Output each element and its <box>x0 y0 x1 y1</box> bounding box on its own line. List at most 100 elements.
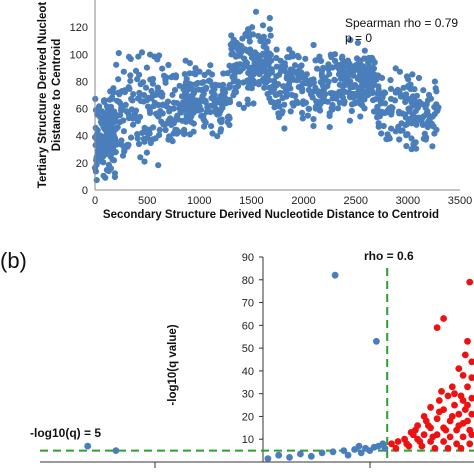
panel-a-point <box>193 102 201 109</box>
panel-a-point <box>395 123 402 130</box>
panel-a-point <box>306 80 313 87</box>
panel-b-point <box>373 337 380 345</box>
panel-b-point <box>455 365 463 372</box>
panel-a-point <box>205 69 212 76</box>
panel-b-y-tick-label: 50 <box>242 343 254 355</box>
panel-a-point <box>229 44 236 52</box>
panel-a-point <box>306 105 313 112</box>
panel-a-point <box>232 53 239 60</box>
panel-a-point <box>332 91 339 98</box>
panel-a-point <box>242 46 249 53</box>
panel-a-point <box>251 50 258 57</box>
panel-a-point <box>134 135 141 142</box>
panel-a-point <box>312 57 319 64</box>
panel-a-point <box>94 154 101 161</box>
panel-a-point <box>226 121 233 129</box>
panel-a-point <box>375 86 382 93</box>
panel-b-point <box>340 447 348 454</box>
panel-a-x-label: Secondary Structure Derived Nucleotide D… <box>103 209 439 221</box>
panel-a-point <box>406 105 413 112</box>
panel-b-point <box>468 374 474 382</box>
panel-b-point <box>468 431 474 439</box>
panel-a-point <box>348 101 356 108</box>
panel-a-point <box>422 136 429 143</box>
panel-a-point <box>149 80 156 87</box>
panel-a-point <box>273 54 280 62</box>
panel-a-point <box>101 133 108 140</box>
panel-a-point <box>217 128 224 135</box>
panel-a-y-label-line-1: Tertiary Structure Derived Nucleot <box>37 2 49 189</box>
panel-a-point <box>354 39 361 47</box>
panel-a-point <box>95 132 102 139</box>
panel-a-point <box>130 121 137 128</box>
panel-a-point <box>242 30 249 38</box>
panel-a-point <box>138 49 146 56</box>
panel-a-point <box>105 147 112 155</box>
panel-a-point <box>155 162 162 169</box>
panel-a-point <box>403 121 410 128</box>
panel-a-point <box>374 103 381 111</box>
panel-a-point <box>143 149 150 156</box>
panel-a-point <box>226 81 233 89</box>
panel-b-point <box>329 448 337 456</box>
panel-a-point <box>181 126 188 133</box>
panel-a-point <box>370 65 377 72</box>
panel-a-point <box>236 101 243 108</box>
panel-a-point <box>186 60 193 67</box>
panel-a-point <box>388 125 395 132</box>
panel-a-point <box>412 108 419 115</box>
panel-a-point <box>250 100 257 107</box>
panel-a-point <box>280 83 287 90</box>
panel-b-point <box>464 417 471 425</box>
panel-a-point <box>384 131 391 138</box>
panel-a-point <box>408 120 415 127</box>
panel-a-point <box>286 80 293 87</box>
panel-a-point <box>130 91 137 98</box>
panel-b-points <box>84 271 474 462</box>
panel-a-point <box>266 26 273 33</box>
panel-a-point <box>273 73 280 80</box>
q-threshold-label: -log10(q) = 5 <box>30 426 101 440</box>
panel-a-point <box>411 99 418 106</box>
panel-a-point <box>284 54 291 61</box>
panel-a-point <box>143 97 151 104</box>
panel-a-point <box>116 112 123 119</box>
panel-b-point <box>331 271 339 279</box>
panel-a-point <box>338 89 345 96</box>
panel-a-point <box>310 41 317 49</box>
panel-a-point <box>322 83 329 90</box>
panel-b-point <box>446 433 454 441</box>
panel-a-point <box>212 105 219 112</box>
panel-a-x-tick-label: 1000 <box>187 195 211 207</box>
panel-a-point <box>98 158 105 165</box>
panel-a-point <box>355 56 362 64</box>
panel-a-point <box>162 79 169 86</box>
panel-a-y-tick-label: 40 <box>76 131 88 143</box>
panel-a-point <box>343 77 351 85</box>
panel-a-point <box>281 101 288 108</box>
panel-a-point <box>339 60 346 67</box>
panel-a-point <box>156 126 163 133</box>
panel-b-point <box>420 431 428 439</box>
panel-a-point <box>228 67 235 74</box>
panel-b: (b) 10 20 30 40 50 60 70 80 90 -log10(q value) r… <box>0 248 474 468</box>
panel-a-point <box>101 97 108 104</box>
panel-a-point <box>98 108 106 115</box>
panel-a-point <box>143 64 150 71</box>
panel-a-point <box>188 81 195 88</box>
panel-a-point <box>259 36 266 43</box>
panel-b-y-ticks: 10 20 30 40 50 60 70 80 90 <box>242 252 263 446</box>
panel-a-point <box>317 100 324 107</box>
panel-a-point <box>141 124 148 131</box>
panel-a-point <box>117 141 125 148</box>
panel-a-point <box>403 91 410 98</box>
panel-a-point <box>347 36 354 44</box>
panel-a-point <box>195 107 202 114</box>
panel-a-point <box>162 126 169 134</box>
panel-b-point <box>435 408 443 416</box>
panel-a-x-ticks: 0 500 1000 1500 2000 2500 3000 3500 <box>92 195 472 207</box>
panel-a-point <box>310 88 317 95</box>
panel-b-point <box>297 450 304 458</box>
panel-a-point <box>377 108 384 115</box>
